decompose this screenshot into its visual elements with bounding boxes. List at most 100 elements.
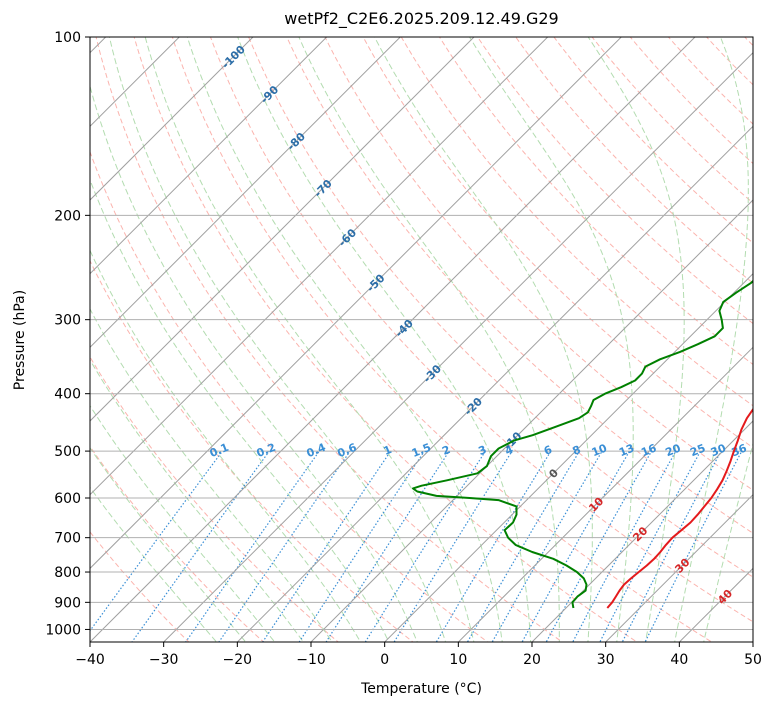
isotherm-line [531,420,753,642]
x-tick-label: 10 [449,652,467,668]
x-tick-label: 50 [744,652,762,668]
y-tick-label: 500 [54,444,81,460]
moist-adiabat-line [108,37,447,642]
mixing-ratio-label: 0.6 [336,441,359,460]
moist-adiabat-line [703,441,753,642]
moist-adiabat-line [90,84,418,642]
mixing-ratio-line [298,450,425,642]
moist-adiabat-line [298,37,560,642]
mixing-ratio-line [435,450,552,642]
x-axis-title: Temperature (°C) [360,681,482,697]
isotherm-label: -80 [285,130,308,153]
moist-adiabat-line [90,178,390,642]
mixing-ratio-label: 13 [617,442,636,460]
isotherm-line [90,37,254,201]
dry-adiabat-line [770,24,775,654]
mixing-ratio-line [131,450,270,642]
dry-adiabat-line [744,37,753,47]
x-tick-label: 0 [380,652,389,668]
mixing-ratio-line [262,450,392,642]
mixing-ratio-line [491,450,603,642]
x-tick-label: −40 [75,652,105,668]
dry-adiabat-line [400,37,753,407]
mixing-ratio-label: 3 [476,443,488,458]
isotherm-line [236,125,753,642]
y-tick-label: 400 [54,387,81,403]
isotherm-line [310,199,753,642]
isotherm-label: -50 [364,271,387,294]
isotherm-label: -90 [258,83,281,106]
dewpoint-line [412,279,753,609]
y-axis-title: Pressure (hPa) [12,290,28,390]
axes: −40 −30 −20 −10 0 10 20 30 40 5010020030040050060… [45,30,762,668]
mixing-ratio-label: 8 [571,443,583,458]
mixing-ratio-label: 16 [639,441,658,459]
mixing-ratio-label: 6 [542,443,554,458]
isotherm-line [90,37,696,642]
mixing-ratio-line [644,450,743,642]
chart-title: wetPf2_C2E6.2025.209.12.49.G29 [284,9,558,29]
mixing-ratio-line [393,450,513,642]
mixing-ratio-label: 36 [730,441,749,459]
y-tick-label: 300 [54,313,81,329]
isotherm-line [90,37,328,275]
isotherm-line [90,37,475,422]
dry-adiabat-line [95,37,564,642]
plot-frame [89,36,754,643]
y-tick-label: 600 [54,491,81,507]
mixing-ratio-line [184,450,320,642]
x-tick-label: −10 [296,652,326,668]
dry-adiabat-line [171,37,713,642]
pressure-grid [90,37,753,642]
isotherm-line [90,37,623,570]
isotherm-line [604,493,753,642]
moist-adiabat-line [90,447,247,642]
isotherm-line [457,346,753,642]
dry-adiabat-line [705,37,753,86]
moist-adiabat-line [237,37,532,642]
temperature-line [606,407,753,609]
moist-adiabat-line [90,358,305,642]
dry-adiabat-line [90,150,489,642]
moist-adiabat-line [144,37,475,642]
isotherm-line [90,37,402,349]
moist-adiabat-line [90,404,276,642]
dry-adiabat-line [248,37,753,578]
x-tick-label: 40 [670,652,688,668]
dry-adiabat-line [90,445,265,642]
mixing-ratio-line [521,450,631,642]
dry-adiabat-line [90,356,339,642]
isotherm-line [383,272,753,642]
dry-adiabat-line [90,259,414,642]
y-tick-label: 1000 [45,622,81,638]
x-tick-label: −30 [149,652,179,668]
dry-adiabat-line [209,37,753,623]
y-tick-label: 100 [54,30,81,46]
dry-adiabat-line [515,37,753,284]
mixing-ratio-label: 30 [709,441,728,459]
mixing-ratio-line [218,450,351,642]
mixing-ratio-line [545,450,653,642]
dry-adiabat-line [324,37,753,491]
reference-labels: 0.1 0.2 0.4 0.6 1 1.5 2 3 4 6 8 10 13 16 20 25 30 36-100-… [208,43,749,607]
moist-adiabat-line [90,308,333,642]
mixing-ratio-label: 1 [382,443,394,458]
isotherm-label: -70 [312,177,335,200]
x-tick-label: −20 [223,652,253,668]
mixing-ratio-line [621,450,722,642]
y-tick-label: 700 [54,531,81,547]
moist-adiabat-line [186,37,503,642]
mixing-ratio-label: 0.4 [305,441,328,460]
dry-adiabat-line [286,37,753,534]
dry-adiabat-line [438,37,753,366]
dry-adiabat-line [591,37,753,204]
isotherm-line [90,37,549,496]
series-lines [412,279,753,609]
background-lines [90,24,775,654]
mixing-ratio-label: 1.5 [410,441,433,460]
isotherm-line [752,641,753,642]
isotherm-label: -100 [219,43,248,72]
x-tick-label: 20 [523,652,541,668]
mixing-ratio-label: 25 [688,442,707,460]
